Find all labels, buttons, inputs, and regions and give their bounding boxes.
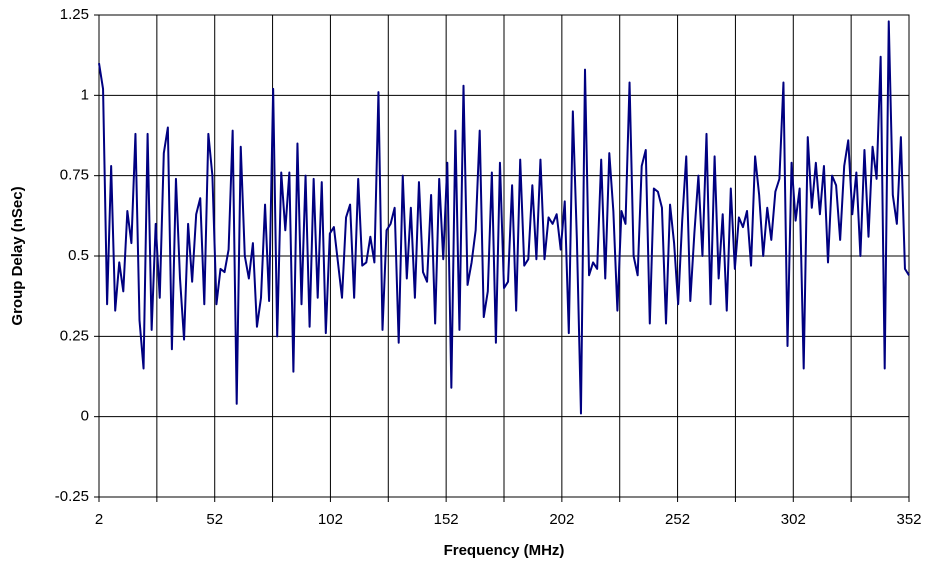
y-tick-label: 1.25: [60, 6, 89, 23]
y-tick-label: 1: [81, 86, 89, 103]
data-line: [98, 20, 910, 415]
x-tick-label: 52: [206, 511, 223, 528]
x-tick-label: 102: [318, 511, 343, 528]
x-tick-label: 2: [95, 511, 103, 528]
y-tick-label: 0: [81, 408, 89, 425]
y-tick-label: 0.25: [60, 327, 89, 344]
y-axis-title: Group Delay (nSec): [9, 186, 26, 325]
x-axis-title: Frequency (MHz): [444, 542, 565, 559]
x-tick-label: 302: [781, 511, 806, 528]
y-tick-label: -0.25: [55, 488, 89, 505]
y-tick-label: 0.75: [60, 167, 89, 184]
x-tick-label: 202: [549, 511, 574, 528]
x-tick-label: 352: [896, 511, 921, 528]
x-tick-label: 252: [665, 511, 690, 528]
y-tick-label: 0.5: [68, 247, 89, 264]
x-tick-label: 152: [434, 511, 459, 528]
plot-frame: [98, 14, 910, 498]
